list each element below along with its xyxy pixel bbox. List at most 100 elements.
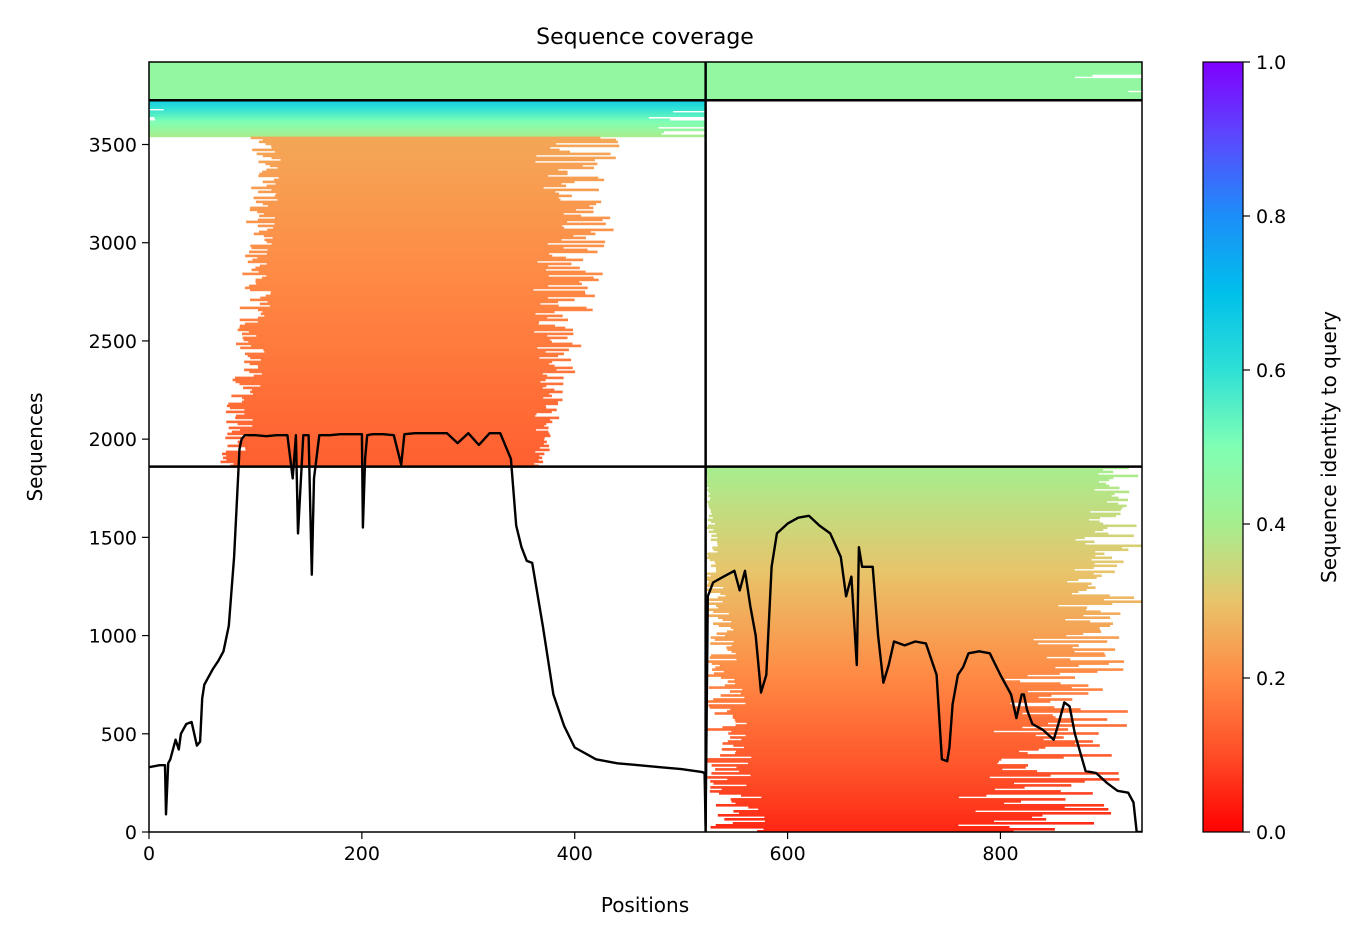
heat-row — [705, 468, 1103, 472]
heat-row — [707, 582, 1092, 585]
heat-row — [745, 702, 1011, 705]
heat-row — [706, 470, 1114, 474]
heat-row — [708, 514, 1116, 518]
heat-row — [723, 586, 1096, 589]
heat-row — [239, 326, 566, 330]
colorbar-tick-label: 0.4 — [1256, 514, 1286, 536]
heat-row — [757, 830, 1014, 832]
heat-row — [750, 774, 1051, 777]
heat-row — [265, 294, 595, 298]
heat-row — [257, 364, 555, 368]
heat-row — [717, 550, 1096, 554]
heat-row — [265, 162, 598, 166]
heat-row — [707, 602, 1113, 605]
heat-row — [243, 386, 543, 390]
y-axis-label: Sequences — [23, 392, 47, 501]
heat-row — [717, 542, 1086, 546]
heat-row — [241, 438, 545, 442]
heat-row — [264, 350, 546, 354]
heat-row — [731, 620, 1091, 623]
heat-row — [274, 222, 606, 226]
heat-row — [709, 656, 1047, 659]
colorbar-tick-label: 0.0 — [1256, 822, 1286, 844]
heat-row — [251, 186, 544, 190]
heat-row — [149, 96, 1142, 99]
heat-row — [260, 312, 536, 316]
heat-row — [266, 274, 549, 278]
x-tick-label: 400 — [557, 843, 593, 865]
heat-row — [709, 506, 1123, 510]
heat-row — [726, 646, 1073, 649]
heat-row — [706, 572, 1094, 576]
heat-row — [251, 344, 582, 348]
heat-row — [710, 574, 1102, 578]
heat-row — [245, 352, 564, 356]
heat-row — [730, 708, 1081, 711]
heat-row — [252, 392, 550, 396]
heat-row — [721, 748, 1039, 751]
heat-row — [266, 240, 606, 244]
heat-row — [149, 82, 1142, 85]
heat-row — [250, 288, 534, 292]
heat-row — [149, 112, 706, 115]
heat-row — [247, 260, 538, 264]
heat-row — [278, 176, 599, 180]
heat-row — [244, 408, 557, 412]
y-axis-ticks: 0 500 1000 1500 2000 2500 3000 3500 — [89, 135, 149, 844]
heat-row — [732, 822, 1095, 825]
heat-row — [731, 650, 1075, 653]
heat-row — [727, 630, 1102, 633]
heat-row — [239, 318, 568, 322]
heat-row — [267, 300, 559, 304]
heat-row — [735, 724, 1127, 727]
heat-row — [262, 310, 555, 314]
heat-row — [256, 152, 611, 156]
heat-row — [240, 428, 536, 432]
heat-row — [258, 308, 593, 312]
y-tick-label: 1500 — [89, 527, 137, 549]
heat-row — [745, 734, 1036, 737]
heat-row — [259, 230, 591, 234]
heat-row — [715, 566, 1094, 570]
heat-block-upper-left-high — [149, 100, 706, 138]
heat-row — [251, 268, 546, 272]
heat-row — [258, 140, 618, 144]
heat-row — [247, 354, 559, 358]
heat-row — [735, 752, 1028, 755]
coverage-line-group — [149, 432, 1142, 832]
heat-row — [266, 184, 567, 188]
heat-row — [274, 194, 572, 198]
heat-row — [149, 122, 706, 126]
heat-row — [712, 546, 1122, 550]
heat-row — [263, 234, 574, 238]
heat-row — [731, 730, 994, 733]
heat-row — [717, 606, 1088, 609]
y-tick-label: 3000 — [89, 233, 137, 255]
heat-row — [255, 278, 599, 282]
heat-row — [748, 806, 1065, 809]
heat-row — [708, 554, 1096, 558]
heat-row — [710, 786, 1025, 789]
heat-row — [717, 540, 1095, 544]
heat-row — [741, 794, 987, 797]
heat-row — [242, 336, 568, 340]
heat-row — [764, 820, 994, 823]
heat-row — [154, 116, 649, 120]
heat-row — [253, 196, 559, 200]
heat-row — [252, 148, 560, 152]
heat-row — [225, 436, 545, 440]
colorbar-tick-label: 0.2 — [1256, 668, 1286, 690]
heat-row — [149, 72, 1142, 75]
heat-row — [149, 120, 706, 124]
heat-row — [257, 224, 563, 228]
heat-row — [710, 780, 1085, 783]
heat-row — [149, 66, 1142, 69]
heat-row — [235, 414, 536, 418]
heat-row — [710, 492, 1115, 496]
heat-row — [742, 688, 1103, 691]
heat-row — [277, 198, 561, 202]
heat-row — [259, 214, 582, 218]
colorbar-label: Sequence identity to query — [1317, 311, 1341, 583]
heat-row — [730, 626, 1100, 629]
heat-row — [741, 738, 1044, 741]
